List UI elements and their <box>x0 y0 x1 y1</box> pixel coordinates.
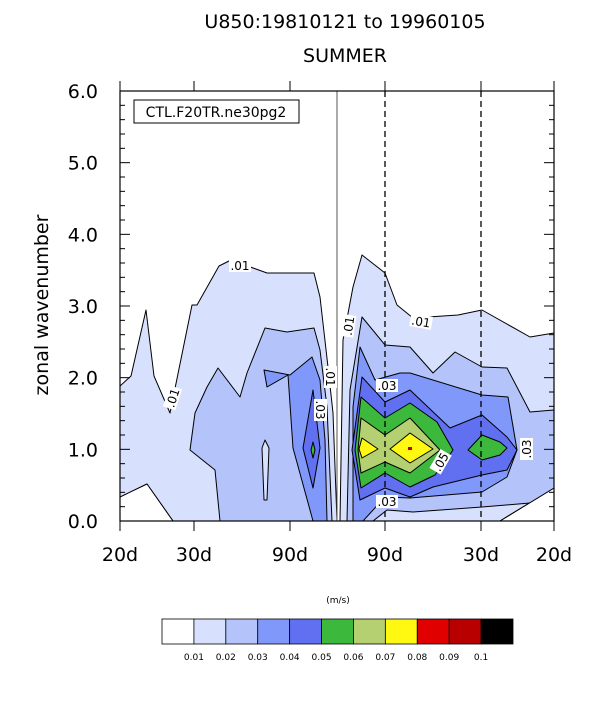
colorbar-label: 0.03 <box>248 653 268 663</box>
colorbar-swatch <box>384 618 418 645</box>
legend-box-label: CTL.F20TR.ne30pg2 <box>146 105 287 121</box>
contour-labels: .01 .01 .01 .01 .01 .03 .03 .03 .03 .05 <box>162 259 534 509</box>
contour-label: .03 <box>313 400 327 419</box>
chart-subtitle: SUMMER <box>303 45 387 67</box>
contour-fill-0.06-left <box>310 441 316 459</box>
white-bottom-right <box>499 487 554 521</box>
colorbar-label: 0.04 <box>280 653 300 663</box>
colorbar-swatch <box>321 618 354 645</box>
contour-label: .03 <box>520 439 534 458</box>
axis-ticks <box>119 81 555 531</box>
y-tick-label: 6.0 <box>68 81 98 103</box>
x-tick-labels: 20d 30d 90d 90d 30d 20d <box>102 544 572 566</box>
contour-fill-0.06-30d <box>467 434 508 461</box>
legend-box: CTL.F20TR.ne30pg2 <box>133 99 300 124</box>
y-axis-label: zonal wavenumber <box>31 214 53 395</box>
colorbar-swatch <box>448 618 482 645</box>
x-tick-label: 20d <box>536 544 572 566</box>
plot-area: .01 .01 .01 .01 .01 .03 .03 .03 .03 .05 … <box>119 81 555 531</box>
x-tick-label: 90d <box>367 544 403 566</box>
y-tick-label: 0.0 <box>68 511 98 533</box>
contour-fill-0.08-a <box>358 437 379 459</box>
colorbar-label: 0.09 <box>439 653 459 663</box>
contour-label: .03 <box>377 379 396 393</box>
colorbar-label: 0.01 <box>184 653 204 663</box>
y-tick-label: 1.0 <box>68 439 98 461</box>
contour-label: .01 <box>163 387 182 409</box>
contour-label: .03 <box>377 495 396 509</box>
contour-label: .01 <box>410 313 431 330</box>
colorbar-label: 0.1 <box>474 653 488 663</box>
contour-label: .01 <box>341 316 358 337</box>
y-tick-label: 4.0 <box>68 224 98 246</box>
contour-label: .01 <box>323 367 337 386</box>
colorbar-label: 0.07 <box>375 653 395 663</box>
colorbar-label: 0.08 <box>407 653 427 663</box>
chart-title: U850:19810121 to 19960105 <box>204 11 485 33</box>
colorbar-label: 0.06 <box>343 653 363 663</box>
colorbar-swatch <box>353 618 386 645</box>
colorbar-swatch <box>480 618 514 645</box>
contour-hole-0.02-left <box>261 439 270 501</box>
y-tick-label: 5.0 <box>68 153 98 175</box>
y-tick-label: 3.0 <box>68 296 98 318</box>
colorbar-label: 0.02 <box>216 653 236 663</box>
x-tick-label: 20d <box>102 544 138 566</box>
x-tick-label: 90d <box>272 544 308 566</box>
colorbar: 0.01 0.02 0.03 0.04 0.05 0.06 0.07 0.08 0.09 0.1 <box>161 618 514 663</box>
colorbar-swatch <box>257 618 291 645</box>
colorbar-swatch <box>225 618 259 645</box>
colorbar-swatch <box>289 618 322 645</box>
white-bottom-left <box>120 483 174 521</box>
contour-fill-0.09-peak <box>408 447 412 450</box>
colorbar-units: (m/s) <box>326 596 350 606</box>
colorbar-swatch <box>161 618 195 645</box>
x-tick-label: 30d <box>463 544 499 566</box>
contour-label: .01 <box>230 259 249 273</box>
y-tick-labels: 0.0 1.0 2.0 3.0 4.0 5.0 6.0 <box>68 81 98 533</box>
colorbar-swatch <box>416 618 450 645</box>
x-tick-label: 30d <box>176 544 212 566</box>
colorbar-swatch <box>193 618 227 645</box>
y-tick-label: 2.0 <box>68 368 98 390</box>
colorbar-label: 0.05 <box>312 653 332 663</box>
